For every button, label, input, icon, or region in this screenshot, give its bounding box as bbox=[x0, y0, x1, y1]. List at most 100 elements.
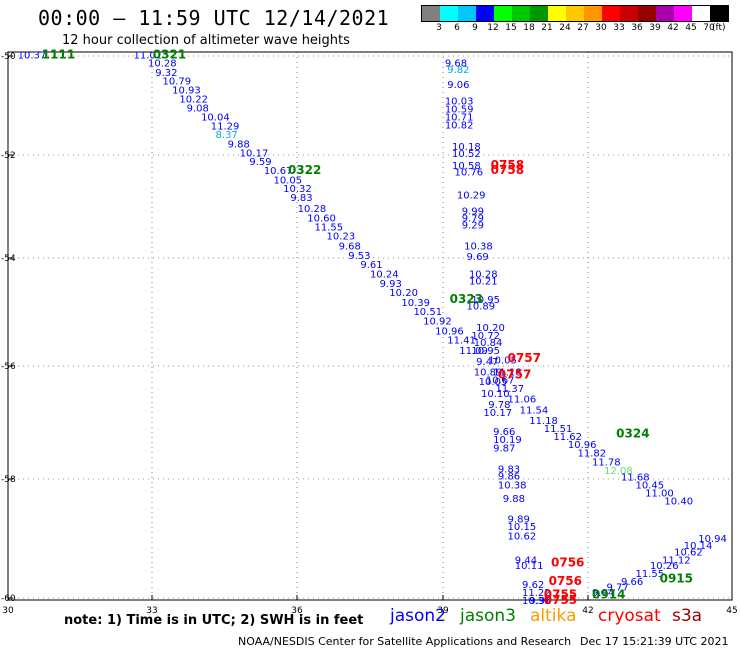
wave-height-value: 10.71 bbox=[445, 112, 474, 123]
wave-height-value: 10.59 bbox=[445, 104, 474, 115]
wave-height-value: 10.39 bbox=[401, 298, 430, 309]
wave-height-value: 10.28 bbox=[469, 269, 498, 280]
wave-height-value: 9.68 bbox=[445, 59, 467, 70]
wave-height-value: 11.78 bbox=[592, 457, 621, 468]
wave-height-value: 10.28 bbox=[148, 59, 177, 70]
legend-item-cryosat: cryosat bbox=[598, 606, 661, 626]
wave-height-value: 10.18 bbox=[452, 142, 481, 153]
wave-height-value: 10.82 bbox=[445, 121, 474, 132]
wave-height-value: 9.61 bbox=[360, 260, 382, 271]
wave-height-value: 10.45 bbox=[635, 480, 664, 491]
pass-time-label: 0324 bbox=[616, 426, 649, 440]
wave-height-value: 9.78 bbox=[488, 400, 510, 411]
color-swatch bbox=[458, 6, 476, 21]
wave-height-value: 9.53 bbox=[348, 251, 370, 262]
legend-item-jason2: jason2 bbox=[390, 606, 446, 626]
map-frame bbox=[7, 51, 733, 601]
wave-height-value: 10.38 bbox=[464, 241, 493, 252]
color-swatch bbox=[440, 6, 458, 21]
wave-height-value: 10.23 bbox=[327, 232, 356, 243]
color-scale-label: 27 bbox=[577, 23, 589, 33]
pass-time-label: 0915 bbox=[660, 572, 693, 586]
wave-height-value: 9.59 bbox=[249, 157, 271, 168]
lon-tick-label: 30 bbox=[2, 606, 14, 616]
color-swatch bbox=[692, 6, 710, 21]
map-subtitle: 12 hour collection of altimeter wave hei… bbox=[62, 33, 350, 48]
wave-height-value: 10.31 bbox=[522, 596, 551, 607]
color-swatch bbox=[548, 6, 566, 21]
lat-tick-label: -58 bbox=[1, 475, 16, 485]
wave-height-value: 10.95 bbox=[471, 346, 500, 357]
pass-time-label: 0322 bbox=[288, 163, 321, 177]
wave-height-value: 10.17 bbox=[483, 408, 512, 419]
wave-height-value: 11.00 bbox=[645, 489, 674, 500]
color-scale-label: 3 bbox=[436, 23, 442, 33]
wave-height-value: 10.19 bbox=[493, 435, 522, 446]
wave-height-value: 10.94 bbox=[698, 534, 727, 545]
wave-height-value: 9.83 bbox=[290, 193, 312, 204]
wave-height-value: 9.44 bbox=[515, 556, 537, 567]
wave-height-value: 11.62 bbox=[553, 432, 582, 443]
lon-tick-label: 39 bbox=[437, 606, 449, 616]
wave-height-value: 9.84 bbox=[592, 588, 614, 599]
wave-height-value: 9.79 bbox=[462, 213, 484, 224]
wave-height-value: 11.06 bbox=[508, 395, 537, 406]
wave-height-value: 9.66 bbox=[493, 427, 515, 438]
wave-height-value: 11.18 bbox=[493, 368, 522, 379]
wave-height-value: 10.28 bbox=[298, 204, 327, 215]
pass-time-label: 0757 bbox=[498, 367, 531, 381]
color-swatch bbox=[530, 6, 548, 21]
footer-date: Dec 17 15:21:39 UTC 2021 bbox=[580, 635, 729, 648]
wave-height-value: 9.83 bbox=[498, 464, 520, 475]
wave-height-value: 10.96 bbox=[568, 440, 597, 451]
wave-height-value: 10.89 bbox=[467, 302, 496, 313]
wave-height-value: 10.05 bbox=[273, 175, 302, 186]
wave-height-value: 10.20 bbox=[476, 323, 505, 334]
wave-height-value: 10.60 bbox=[307, 213, 336, 224]
wave-height-value: 10.95 bbox=[471, 295, 500, 306]
lat-tick-label: -52 bbox=[1, 151, 16, 161]
wave-height-value: 10.22 bbox=[179, 95, 208, 106]
wave-height-value: 11.51 bbox=[544, 424, 573, 435]
wave-height-value: 9.08 bbox=[187, 103, 209, 114]
wave-height-value: 10.20 bbox=[389, 288, 418, 299]
wave-height-value: 10.84 bbox=[474, 338, 503, 349]
color-scale-label: 21 bbox=[541, 23, 553, 33]
wave-height-value: 10.51 bbox=[413, 307, 442, 318]
color-scale-label: 70 bbox=[703, 23, 715, 33]
wave-height-value: 10.17 bbox=[240, 148, 269, 159]
lon-tick-label: 36 bbox=[291, 606, 303, 616]
wave-height-value: 10.67 bbox=[486, 376, 515, 387]
wave-height-value: 10.93 bbox=[172, 86, 201, 97]
color-scale-unit: (ft) bbox=[712, 23, 726, 33]
wave-height-value: 10.05 bbox=[479, 377, 508, 388]
lon-tick-label: 42 bbox=[582, 606, 593, 616]
axis-ticks: -50-52-54-56-58-60303336394245 bbox=[1, 52, 738, 616]
wave-height-value: 10.11 bbox=[515, 561, 544, 572]
note-text: note: 1) Time is in UTC; 2) SWH is in fe… bbox=[64, 613, 364, 628]
wave-height-value: 10.26 bbox=[650, 561, 679, 572]
lat-tick-label: -50 bbox=[1, 52, 16, 62]
color-scale-label: 42 bbox=[667, 23, 679, 33]
color-swatch bbox=[512, 6, 530, 21]
pass-time-label: 1111 bbox=[42, 48, 75, 62]
wave-height-value: 9.69 bbox=[467, 252, 489, 263]
color-swatch bbox=[638, 6, 656, 21]
wave-height-value: 10.14 bbox=[684, 541, 713, 552]
color-scale-label: 18 bbox=[523, 23, 535, 33]
wave-height-value: 9.06 bbox=[447, 80, 469, 91]
color-scale-label: 6 bbox=[454, 23, 460, 33]
pass-time-label: 0323 bbox=[450, 292, 483, 306]
wave-height-value: 11.37 bbox=[495, 384, 524, 395]
wave-height-value: 10.38 bbox=[498, 480, 527, 491]
map-title: 00:00 – 11:59 UTC 12/14/2021 bbox=[38, 6, 390, 30]
wave-height-value: 11.22 bbox=[522, 588, 551, 599]
wave-height-value: 12.08 bbox=[604, 466, 633, 477]
lon-tick-label: 45 bbox=[726, 606, 737, 616]
wave-height-value: 9.96 bbox=[529, 596, 551, 607]
color-swatch bbox=[422, 6, 440, 21]
pass-time-label: 0758 bbox=[491, 158, 524, 172]
color-scale-label: 24 bbox=[559, 23, 571, 33]
wave-height-value: 10.15 bbox=[508, 522, 537, 533]
wave-height-value: 10.52 bbox=[452, 149, 481, 160]
